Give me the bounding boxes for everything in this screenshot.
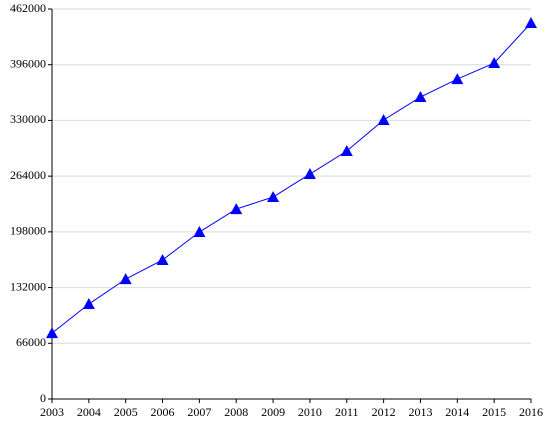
marker bbox=[46, 327, 58, 339]
x-tick-label: 2004 bbox=[77, 405, 101, 419]
x-tick-label: 2007 bbox=[187, 405, 211, 419]
x-tick-label: 2010 bbox=[298, 405, 322, 419]
marker bbox=[119, 273, 132, 285]
x-tick-label: 2011 bbox=[335, 405, 359, 419]
x-tick-label: 2015 bbox=[482, 405, 506, 419]
y-tick-label: 198000 bbox=[10, 224, 46, 238]
y-tick-label: 132000 bbox=[10, 279, 46, 293]
marker bbox=[193, 226, 206, 238]
x-tick-label: 2005 bbox=[114, 405, 138, 419]
marker bbox=[414, 91, 427, 103]
y-tick-label: 264000 bbox=[10, 168, 46, 182]
marker bbox=[377, 114, 390, 126]
x-tick-label: 2013 bbox=[408, 405, 432, 419]
marker bbox=[488, 57, 501, 69]
marker bbox=[303, 168, 316, 180]
x-tick-label: 2016 bbox=[519, 405, 543, 419]
marker bbox=[82, 298, 95, 310]
marker bbox=[230, 203, 243, 215]
x-tick-label: 2009 bbox=[261, 405, 285, 419]
x-tick-label: 2014 bbox=[445, 405, 469, 419]
marker bbox=[525, 17, 537, 29]
line bbox=[51, 22, 532, 334]
marker bbox=[156, 253, 169, 265]
marker bbox=[340, 144, 353, 156]
y-tick-label: 396000 bbox=[10, 56, 46, 70]
y-tick-label: 0 bbox=[40, 391, 46, 405]
x-tick-label: 2012 bbox=[372, 405, 396, 419]
x-tick-label: 2003 bbox=[40, 405, 64, 419]
marker bbox=[267, 190, 280, 202]
y-tick-label: 330000 bbox=[10, 112, 46, 126]
marker bbox=[451, 73, 464, 85]
x-tick-label: 2006 bbox=[151, 405, 175, 419]
y-tick-label: 462000 bbox=[10, 1, 46, 15]
y-tick-label: 66000 bbox=[16, 335, 46, 349]
x-tick-label: 2008 bbox=[224, 405, 248, 419]
